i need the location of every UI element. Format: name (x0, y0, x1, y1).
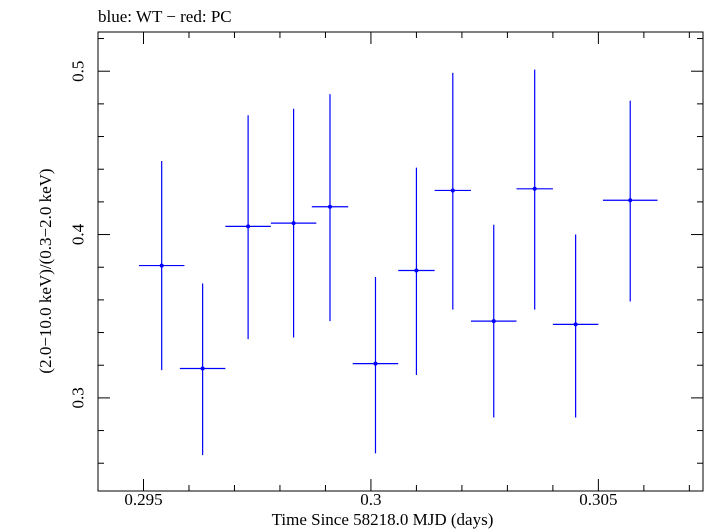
point-marker (450, 188, 455, 193)
point-marker (373, 361, 378, 366)
y-tick-label: 0.3 (69, 387, 88, 408)
x-tick-label: 0.3 (360, 490, 381, 509)
data-point (398, 167, 435, 376)
y-tick-label: 0.4 (69, 223, 88, 245)
data-point (311, 94, 349, 322)
data-point (270, 108, 317, 338)
data-points (138, 69, 658, 456)
data-point (516, 69, 553, 310)
point-marker (327, 204, 332, 209)
axis-ticks (97, 32, 703, 491)
data-point (179, 283, 226, 456)
plot-frame (97, 31, 704, 492)
data-point (471, 224, 517, 418)
axis-tick-labels: 0.295 0.3 0.305 0.3 0.4 0.5 (69, 61, 618, 509)
point-marker (532, 186, 537, 191)
x-axis-label: Time Since 58218.0 MJD (days) (271, 510, 494, 529)
point-marker (159, 263, 164, 268)
point-marker (573, 322, 578, 327)
y-tick-label: 0.5 (69, 61, 88, 82)
data-point (552, 234, 599, 418)
point-marker (246, 224, 251, 229)
data-point (434, 72, 472, 310)
x-tick-label: 0.305 (579, 490, 617, 509)
data-point (138, 161, 185, 371)
data-point (602, 100, 658, 302)
chart-title: blue: WT − red: PC (98, 7, 232, 26)
point-marker (628, 198, 633, 203)
point-marker (491, 319, 496, 324)
x-tick-label: 0.295 (124, 490, 162, 509)
data-point (352, 277, 399, 454)
data-point (225, 115, 271, 340)
point-marker (291, 221, 296, 226)
point-marker (414, 268, 419, 273)
y-axis-label: (2.0−10.0 keV)/(0.3−2.0 keV) (36, 168, 55, 374)
point-marker (200, 366, 205, 371)
